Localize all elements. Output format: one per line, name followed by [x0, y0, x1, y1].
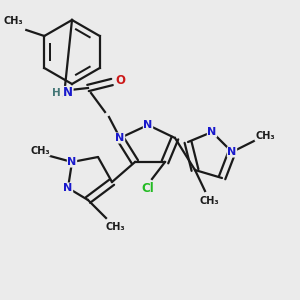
Text: O: O — [115, 74, 125, 86]
Text: N: N — [68, 157, 76, 167]
Text: CH₃: CH₃ — [199, 196, 219, 206]
Text: N: N — [63, 86, 73, 100]
Text: CH₃: CH₃ — [255, 131, 275, 141]
Text: CH₃: CH₃ — [105, 222, 125, 232]
Text: N: N — [63, 183, 73, 193]
Text: H: H — [52, 88, 60, 98]
Text: N: N — [227, 147, 237, 157]
Text: N: N — [207, 127, 217, 137]
Text: CH₃: CH₃ — [30, 146, 50, 156]
Text: N: N — [143, 120, 153, 130]
Text: CH₃: CH₃ — [4, 16, 23, 26]
Text: N: N — [116, 133, 124, 143]
Text: Cl: Cl — [142, 182, 154, 194]
